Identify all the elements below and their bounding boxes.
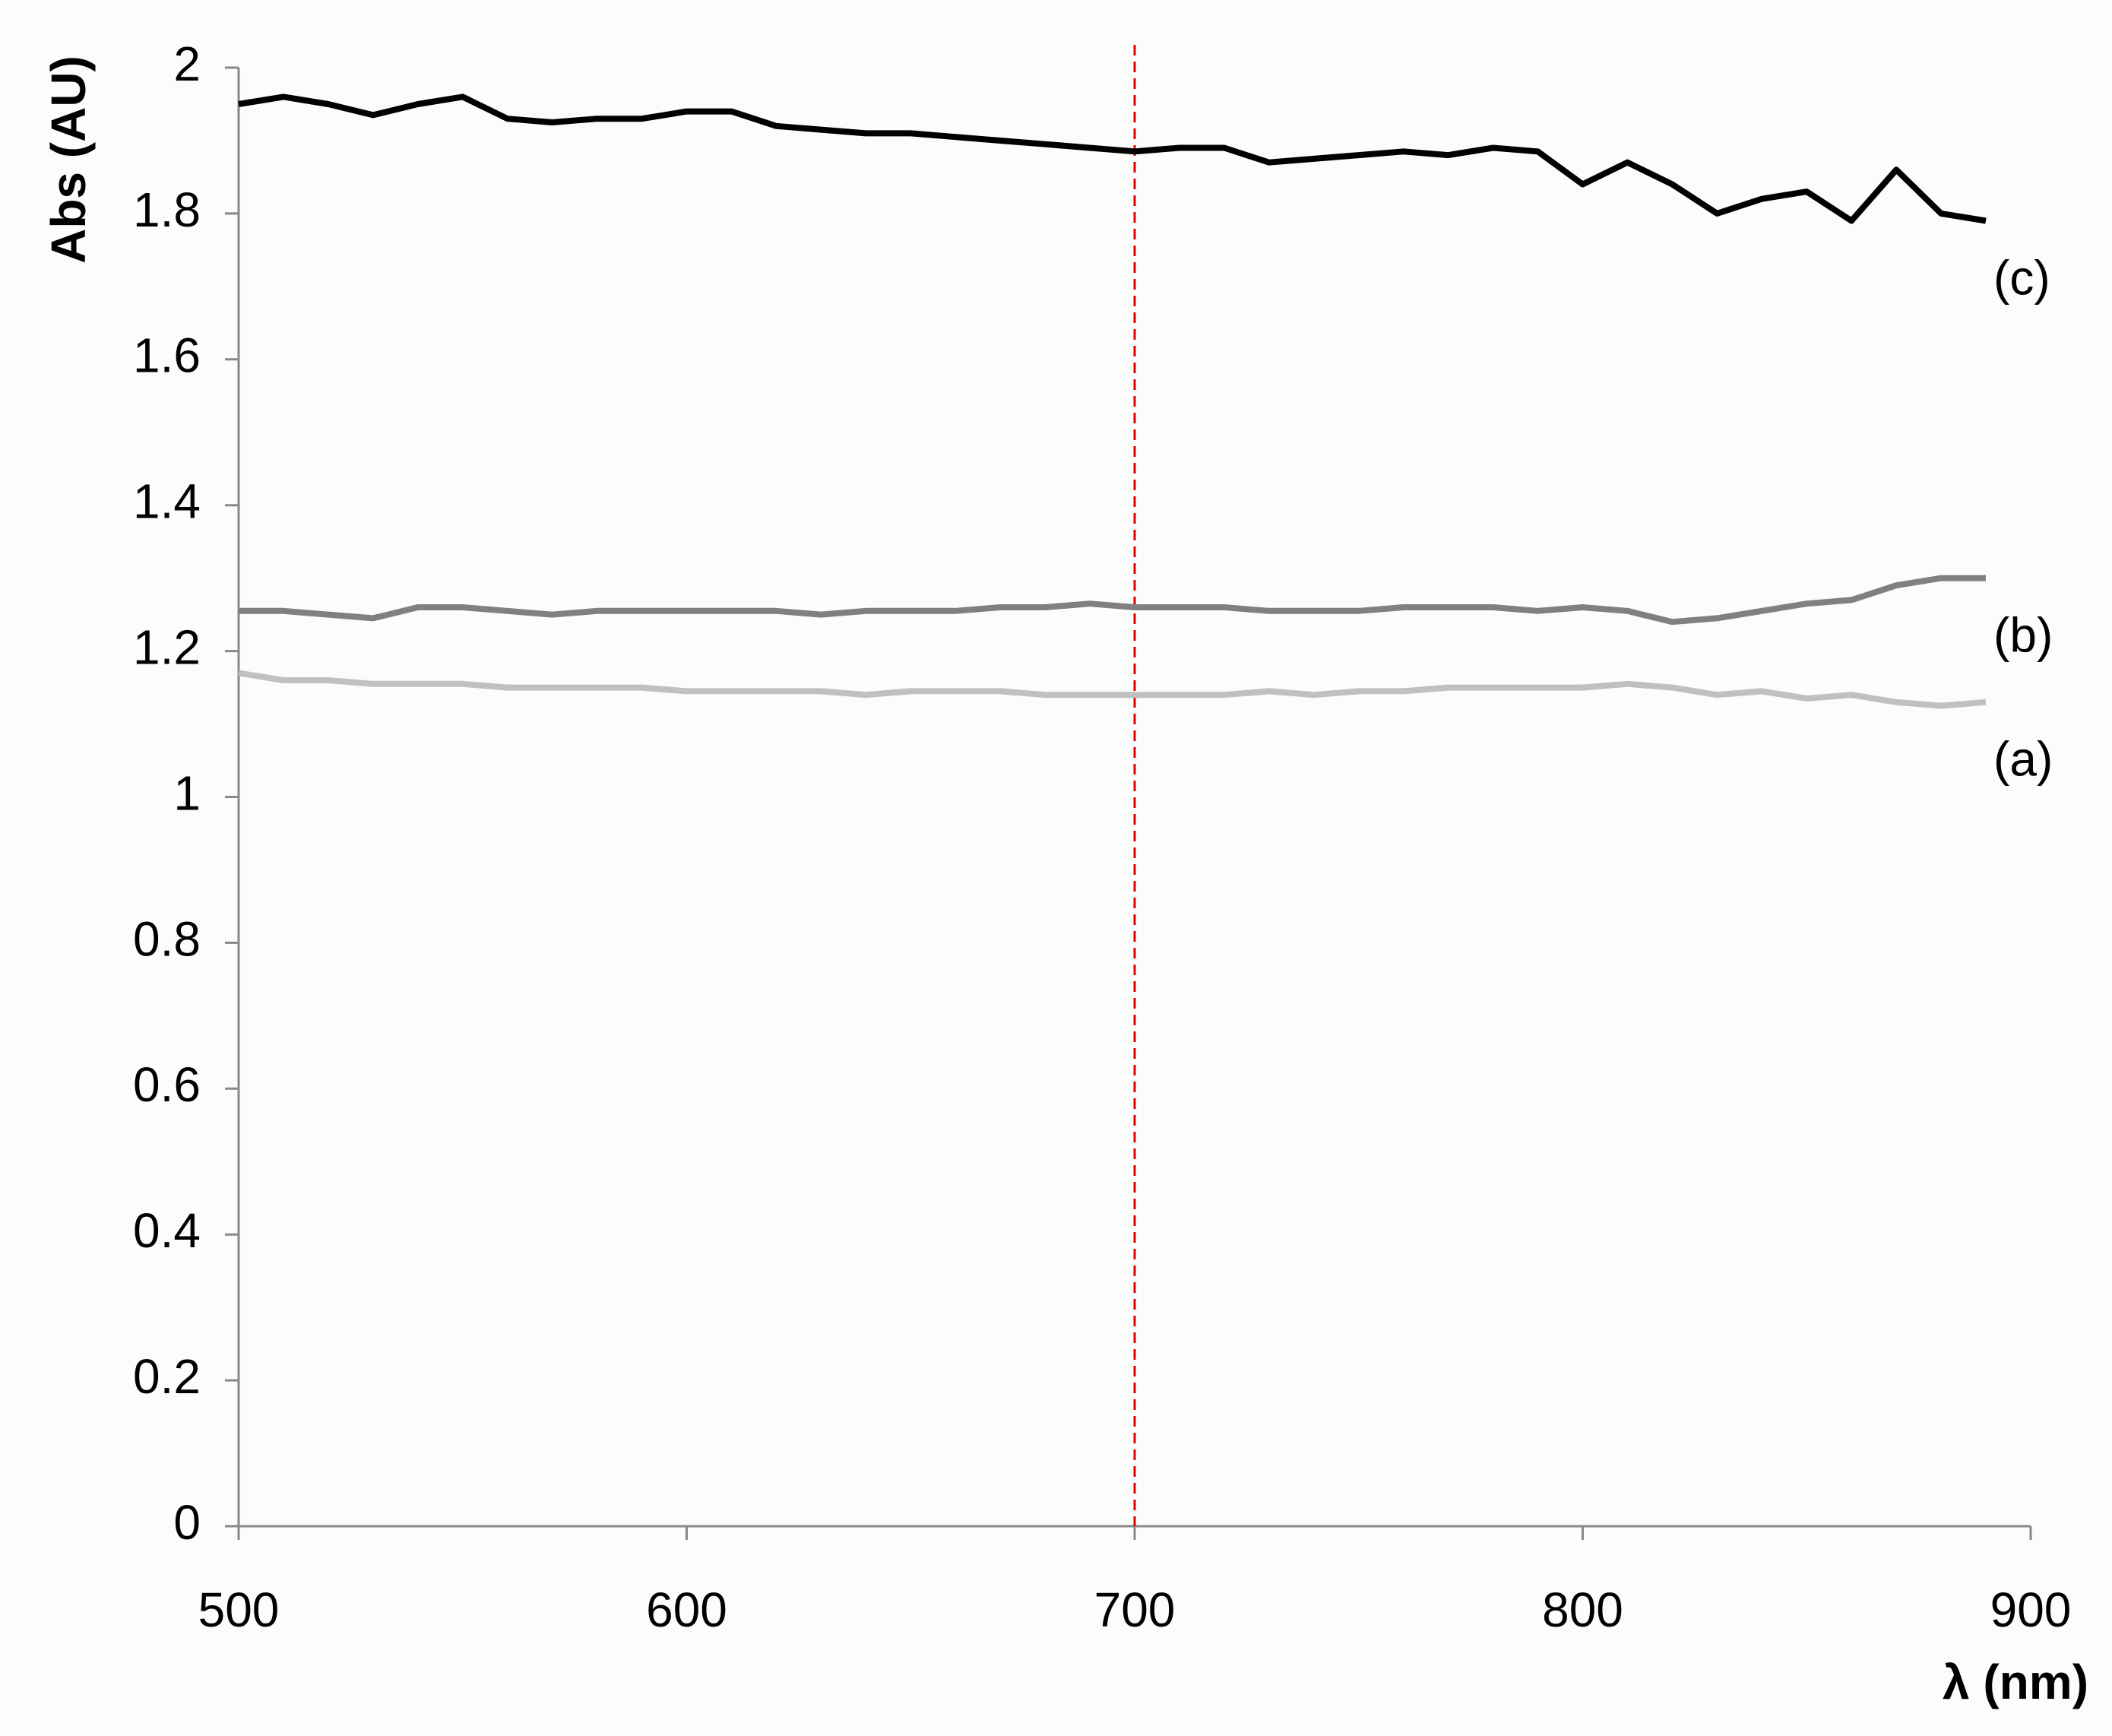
series-label: (b)	[1993, 608, 2053, 663]
x-tick-label: 600	[646, 1582, 727, 1637]
y-axis-title: Abs (AU)	[41, 55, 96, 264]
series-line	[239, 575, 1986, 626]
x-tick-label: 700	[1094, 1582, 1176, 1637]
x-tick-label: 500	[198, 1582, 280, 1637]
series-line	[238, 93, 1987, 224]
y-tick-label: 1.6	[133, 328, 201, 383]
y-tick-label: 2	[173, 36, 201, 91]
y-tick-label: 1	[173, 765, 201, 820]
x-tick-label: 800	[1542, 1582, 1623, 1637]
y-tick-label: 0.6	[133, 1057, 201, 1112]
x-tick-label: 900	[1990, 1582, 2072, 1637]
series-label: (a)	[1993, 732, 2053, 787]
y-tick-label: 0.8	[133, 911, 201, 966]
y-tick-label: 0	[173, 1495, 201, 1550]
y-tick-label: 1.8	[133, 182, 201, 237]
x-axis-title: λ (nm)	[1943, 1655, 2088, 1709]
y-tick-label: 0.2	[133, 1349, 201, 1404]
series-label: (c)	[1993, 250, 2050, 305]
series-line	[238, 670, 1987, 709]
y-tick-label: 1.2	[133, 620, 201, 675]
y-tick-label: 1.4	[133, 474, 201, 529]
y-tick-label: 0.4	[133, 1203, 201, 1258]
